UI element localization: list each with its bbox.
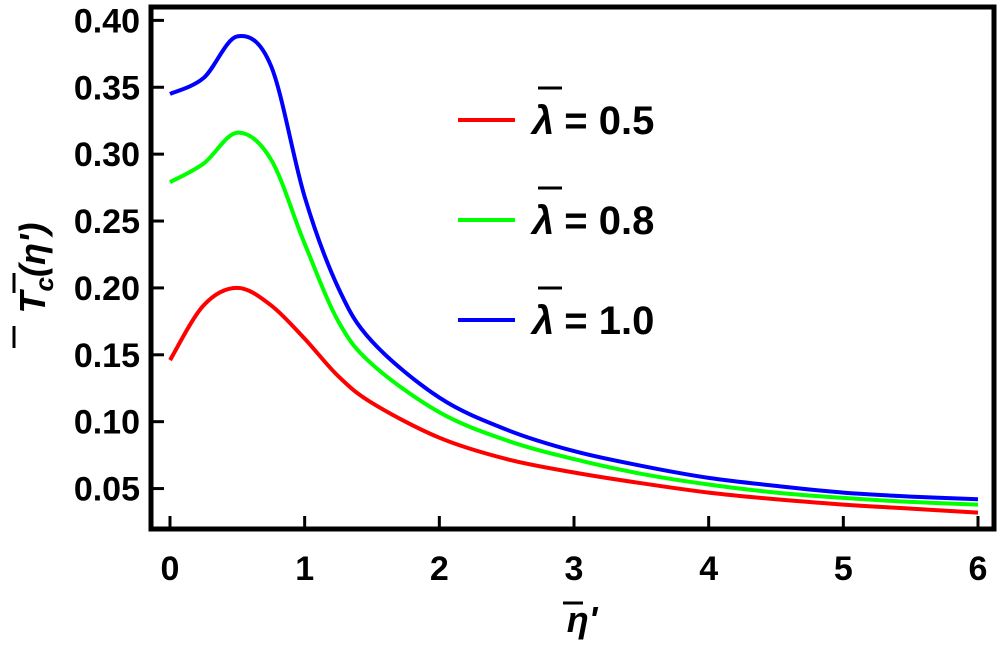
legend-entry-2: λ = 1.0 [458,286,654,343]
y-axis-label-main: T [12,289,53,314]
y-tick-label: 0.25 [74,203,140,241]
y-axis-label: Tc(η') [12,223,59,348]
x-tick-label: 1 [295,550,314,588]
legend-value: = 1.0 [564,299,654,343]
series-line-1 [169,130,979,507]
legend-label: λ = 1.0 [530,299,654,343]
y-tick-label: 0.30 [74,136,140,174]
legend-symbol: λ [530,299,554,343]
y-axis-label-text: Tc(η') [12,223,59,314]
y-tick-label: 0.10 [74,404,140,442]
legend-label: λ = 0.8 [530,199,654,243]
legend-value: = 0.8 [564,199,654,243]
x-tick-label: 6 [969,550,988,588]
y-tick-label: 0.15 [74,337,140,375]
x-axis-label-text: η' [567,599,599,640]
y-axis-label-sub: c [29,277,59,292]
series-line-2 [169,34,979,502]
y-tick-label: 0.20 [74,270,140,308]
y-tick-label: 0.35 [74,69,140,107]
x-tick-label: 0 [161,550,180,588]
x-axis-label: η' [563,599,599,640]
legend-entry-1: λ = 0.8 [458,186,654,243]
legend-symbol: λ [530,199,554,243]
y-axis-label-arg: (η') [12,223,53,278]
x-tick-label: 4 [699,550,718,588]
y-tick-label: 0.40 [74,2,140,40]
series-line-0 [168,285,979,515]
y-tick-label: 0.05 [74,471,140,509]
legend-label: λ = 0.5 [530,99,654,143]
x-tick-label: 2 [430,550,449,588]
x-tick-label: 3 [565,550,584,588]
x-tick-label: 5 [834,550,853,588]
legend-symbol: λ [530,99,554,143]
legend-value: = 0.5 [564,99,654,143]
legend-entry-0: λ = 0.5 [458,86,654,143]
